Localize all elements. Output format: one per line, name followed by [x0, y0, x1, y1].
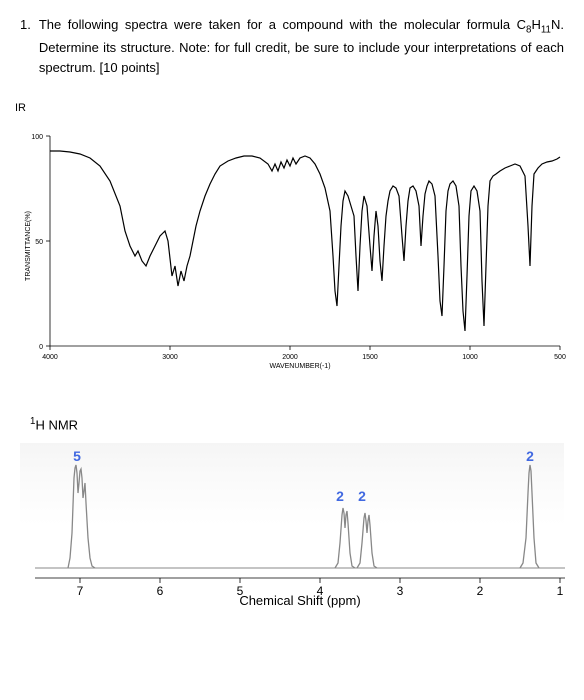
svg-text:2: 2 [526, 448, 534, 464]
ir-x-ticks: 4000 3000 2000 1500 1000 500 [42, 346, 566, 361]
svg-text:5: 5 [73, 448, 81, 464]
ir-svg: 0 50 100 4000 3000 2000 1500 1000 500 TRANSMITT… [20, 116, 580, 376]
ir-y-ticks: 0 50 100 [31, 134, 50, 351]
nmr-x-label: Chemical Shift (ppm) [239, 593, 360, 608]
svg-text:500: 500 [554, 354, 566, 361]
q-formula: C8H11N [517, 17, 561, 32]
ir-y-label: TRANSMITTANCE(%) [25, 211, 32, 281]
nmr-label: 1H NMR [30, 416, 564, 432]
svg-text:3000: 3000 [162, 354, 178, 361]
q-text-before: The following spectra were taken for a c… [39, 17, 517, 32]
svg-text:2: 2 [336, 488, 344, 504]
svg-text:1: 1 [557, 584, 564, 598]
question-text: The following spectra were taken for a c… [39, 15, 564, 77]
svg-text:2: 2 [358, 488, 366, 504]
svg-text:0: 0 [39, 344, 43, 351]
nmr-integrations: 5222 [73, 448, 534, 504]
svg-text:6: 6 [157, 584, 164, 598]
nmr-svg: 5222 7654321 Chemical Shift (ppm) [20, 443, 580, 608]
nmr-spectrum: 5222 7654321 Chemical Shift (ppm) [20, 443, 564, 608]
nmr-peaks [68, 465, 539, 568]
svg-text:3: 3 [397, 584, 404, 598]
svg-text:1000: 1000 [462, 354, 478, 361]
svg-text:7: 7 [77, 584, 84, 598]
svg-text:1500: 1500 [362, 354, 378, 361]
svg-text:50: 50 [35, 239, 43, 246]
svg-text:100: 100 [31, 134, 43, 141]
svg-text:2: 2 [477, 584, 484, 598]
question-block: 1. The following spectra were taken for … [20, 15, 564, 77]
ir-x-label: WAVENUMBER(-1) [269, 363, 330, 370]
ir-spectrum: 0 50 100 4000 3000 2000 1500 1000 500 TRANSMITT… [20, 116, 564, 376]
svg-text:4000: 4000 [42, 354, 58, 361]
question-number: 1. [20, 15, 31, 77]
ir-label: IR [15, 102, 564, 114]
svg-text:2000: 2000 [282, 354, 298, 361]
ir-trace [50, 151, 560, 331]
